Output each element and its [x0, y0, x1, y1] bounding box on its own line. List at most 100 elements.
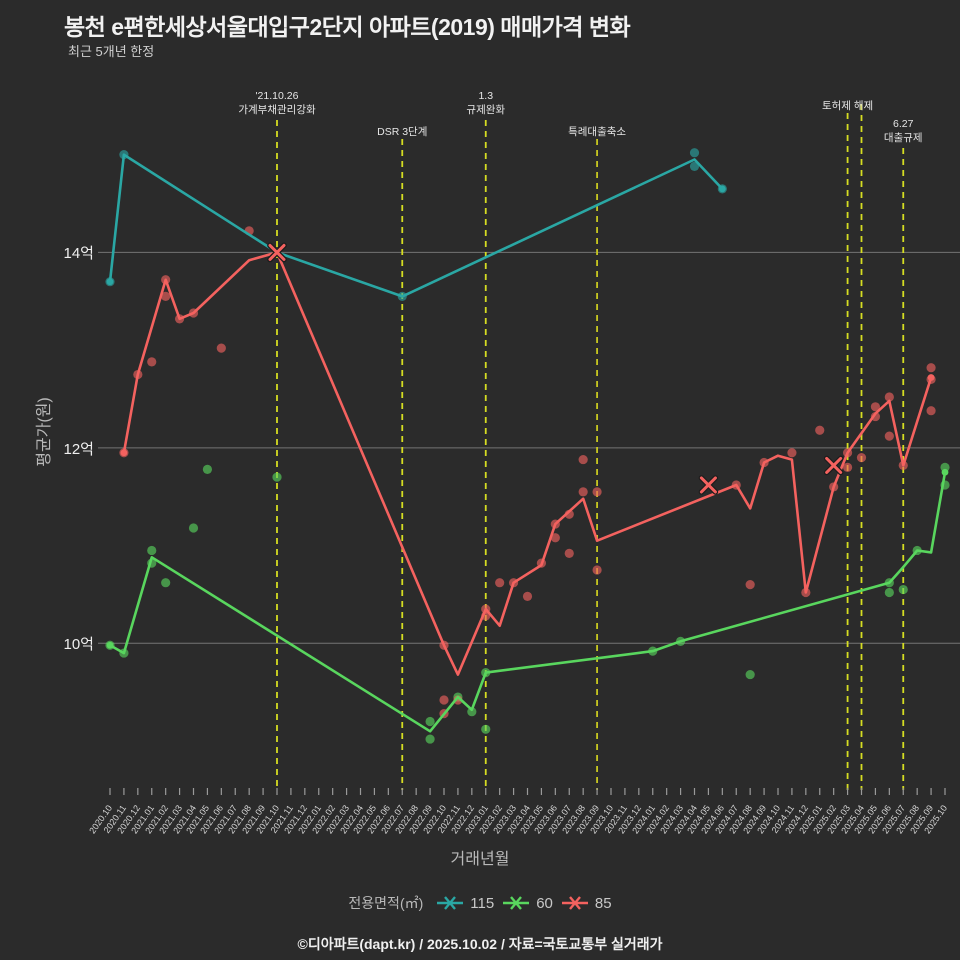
scatter-point	[884, 392, 894, 402]
highlight-x-marker-outline	[698, 475, 719, 495]
scatter-point	[578, 454, 588, 465]
legend-title: 전용면적(㎡)	[348, 895, 424, 911]
scatter-point	[564, 509, 574, 519]
scatter-point	[689, 148, 700, 158]
scatter-point	[161, 578, 171, 588]
scatter-point	[481, 611, 491, 621]
annotation-label: '21.10.26 가계부채관리강화	[238, 90, 316, 116]
scatter-point	[202, 464, 213, 474]
scatter-point	[870, 411, 881, 422]
scatter-point	[759, 457, 769, 468]
scatter-point	[105, 277, 115, 287]
scatter-point	[495, 578, 505, 588]
annotation-label: DSR 3단계	[377, 126, 428, 138]
scatter-point	[898, 584, 908, 595]
scatter-point	[481, 604, 491, 614]
scatter-point	[133, 369, 143, 380]
series-line-85	[122, 251, 933, 676]
highlight-x-marker-outline	[267, 242, 287, 263]
legend-marker-icon-60	[503, 896, 530, 910]
legend-item-60[interactable]: 60	[503, 894, 553, 912]
scatter-point	[745, 669, 755, 680]
scatter-point	[731, 480, 741, 490]
scatter-point	[884, 587, 894, 598]
scatter-point	[439, 709, 449, 719]
legend-item-115[interactable]: 115	[437, 894, 494, 912]
page-title: 봉천 e편한세상서울대입구2단지 아파트(2019) 매매가격 변화	[64, 14, 631, 40]
x-axis-label: 거래년월	[450, 851, 510, 868]
scatter-point	[216, 343, 226, 353]
series-endpoint	[718, 185, 726, 193]
legend-label-85: 85	[594, 894, 612, 912]
scatter-point	[675, 636, 686, 646]
scatter-point	[536, 558, 547, 568]
scatter-point	[508, 578, 519, 588]
series-line-60	[108, 471, 947, 733]
legend-marker-icon-115	[437, 896, 464, 910]
scatter-point	[188, 523, 199, 533]
scatter-point	[174, 314, 185, 324]
legend-label-60: 60	[536, 894, 553, 912]
scatter-point	[453, 692, 463, 702]
series-line-115	[108, 153, 724, 298]
highlight-x-marker	[268, 243, 286, 261]
scatter-point	[717, 184, 727, 194]
scatter-point	[119, 150, 129, 160]
annotation-label: 1.3 규제완화	[466, 90, 506, 116]
scatter-point	[592, 487, 602, 497]
scatter-point	[564, 548, 574, 558]
scatter-point	[425, 734, 435, 744]
scatter-point	[272, 472, 282, 482]
scatter-point	[884, 431, 894, 441]
highlight-x-marker-outline	[823, 455, 844, 476]
series-endpoint	[927, 374, 935, 381]
legend-label-115: 115	[470, 894, 495, 912]
scatter-point	[272, 247, 282, 257]
page-subtitle: 최근 5개년 한정	[68, 44, 155, 59]
scatter-point	[689, 161, 700, 171]
scatter-point	[161, 275, 171, 285]
legend-item-85[interactable]: 85	[561, 894, 612, 912]
y-axis-label: 평균가(원)	[36, 397, 53, 467]
scatter-point	[467, 707, 477, 717]
annotation-label: 토허제 해제	[821, 100, 874, 112]
scatter-point	[912, 545, 922, 556]
y-axis-tick-label: 14억	[63, 245, 95, 263]
highlight-x-marker	[268, 243, 286, 261]
scatter-point	[926, 406, 936, 416]
scatter-point	[188, 308, 199, 318]
scatter-point	[550, 533, 560, 543]
scatter-point	[648, 646, 658, 656]
scatter-point	[842, 448, 853, 458]
annotation-label: 6.27 대출규제	[883, 118, 923, 144]
series-endpoint	[106, 641, 114, 649]
scatter-point	[856, 453, 867, 463]
chart-legend: 전용면적(㎡) 115 60 85	[0, 893, 960, 913]
scatter-point	[119, 648, 129, 658]
scatter-point	[940, 480, 950, 490]
legend-marker-icon-85	[561, 896, 588, 910]
scatter-point	[481, 668, 491, 678]
scatter-point	[787, 448, 797, 458]
scatter-point	[439, 640, 449, 650]
highlight-x-marker	[699, 476, 717, 494]
scatter-point	[439, 695, 449, 705]
scatter-point	[870, 402, 881, 412]
scatter-point	[578, 487, 588, 497]
highlight-x-marker-outline	[267, 242, 287, 263]
scatter-point	[592, 565, 602, 575]
scatter-point	[147, 558, 157, 568]
scatter-point	[926, 363, 936, 373]
scatter-point	[272, 247, 282, 257]
scatter-point	[105, 640, 115, 650]
scatter-point	[940, 462, 950, 472]
scatter-point	[829, 482, 839, 492]
y-axis-tick-label: 10억	[63, 636, 95, 654]
series-endpoint	[120, 449, 128, 457]
series-endpoint	[941, 468, 949, 476]
scatter-point	[244, 226, 254, 236]
scatter-point	[425, 716, 435, 727]
scatter-point	[550, 519, 560, 529]
annotation-label: 특례대출축소	[568, 126, 627, 138]
